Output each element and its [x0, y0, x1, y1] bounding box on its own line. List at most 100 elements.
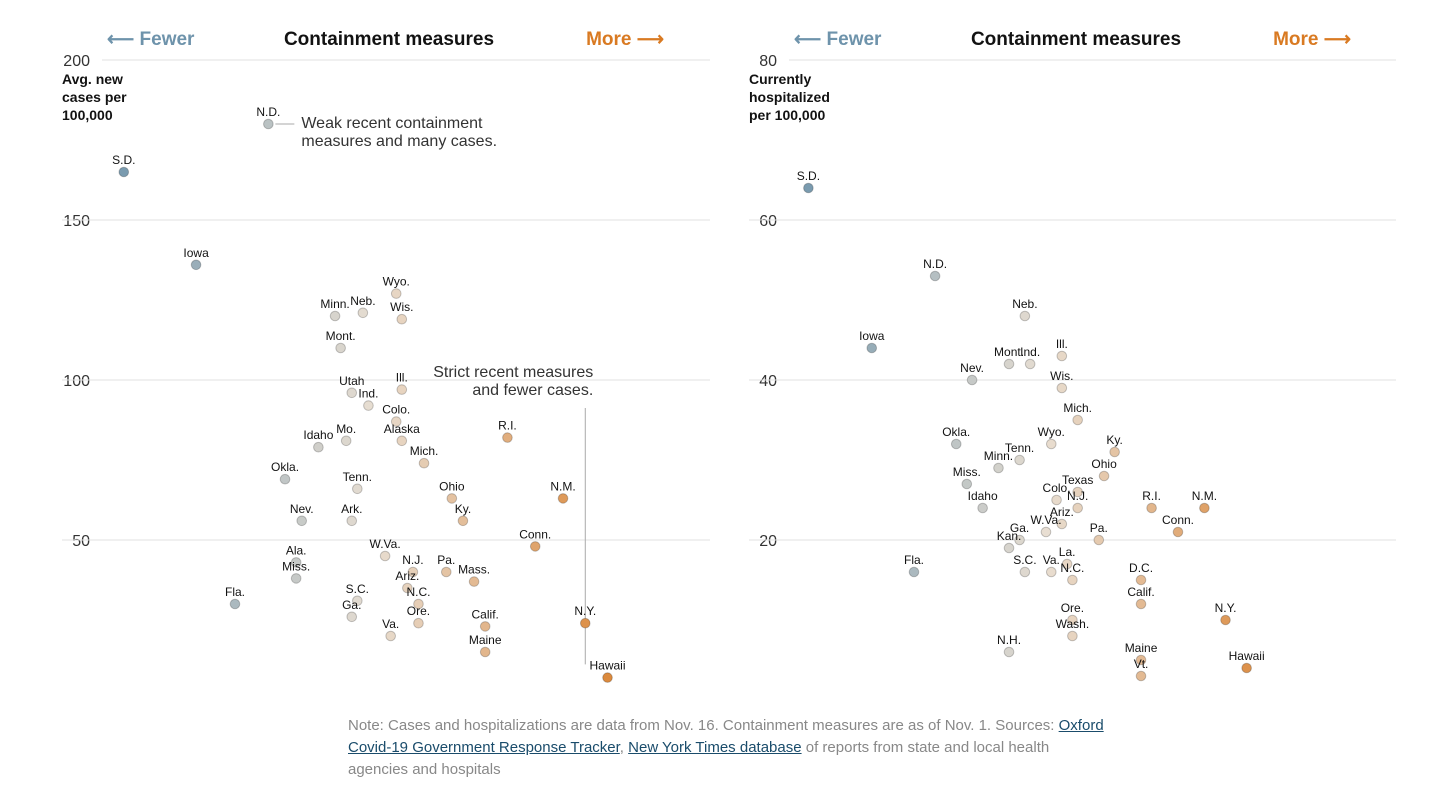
- scatter-point: [929, 270, 941, 282]
- scatter-point: [866, 342, 878, 354]
- point-label: Miss.: [953, 465, 981, 479]
- point-label: Texas: [1062, 473, 1093, 487]
- scatter-point: [1003, 358, 1015, 370]
- point-label: Wis.: [390, 300, 413, 314]
- note-suffix: of reports from state and local health a…: [348, 739, 1050, 778]
- scatter-point: [1135, 654, 1147, 666]
- point-label: Maine: [469, 633, 502, 647]
- point-label: Kan.: [997, 529, 1022, 543]
- point-label: Pa.: [1090, 521, 1108, 535]
- point-label: Neb.: [1012, 297, 1037, 311]
- point-label: Nev.: [960, 361, 984, 375]
- annotation-text: measures and many cases.: [301, 133, 497, 150]
- y-tick-label: 150: [63, 213, 90, 230]
- scatter-point: [1056, 518, 1068, 530]
- scatter-point: [357, 307, 369, 319]
- y-tick-label: 80: [759, 53, 777, 70]
- scatter-point: [468, 576, 480, 587]
- annotation-text: Weak recent containment: [301, 115, 483, 132]
- y-axis-label: 100,000: [62, 107, 113, 123]
- scatter-point: [1003, 646, 1015, 658]
- scatter-point: [190, 259, 202, 271]
- scatter-point: [950, 438, 962, 450]
- scatter-point: [407, 566, 419, 578]
- scatter-point: [1146, 502, 1157, 514]
- scatter-point: [396, 313, 408, 325]
- scatter-point: [1014, 454, 1025, 466]
- scatter-point: [1072, 486, 1083, 498]
- scatter-point: [396, 384, 408, 395]
- point-label: W.Va.: [1030, 513, 1061, 527]
- point-label: Tenn.: [343, 470, 372, 484]
- scatter-point: [1072, 502, 1083, 514]
- scatter-point: [1045, 438, 1057, 450]
- scatter-point: [966, 374, 978, 386]
- point-label: Iowa: [859, 329, 885, 343]
- annotation-text: Strict recent measures: [433, 364, 593, 381]
- scatter-point: [1003, 542, 1015, 554]
- chart-title: Containment measures: [284, 29, 494, 50]
- point-label: Fla.: [904, 553, 924, 567]
- scatter-point: [346, 611, 358, 623]
- scatter-point: [1024, 358, 1036, 370]
- point-label: Wash.: [1056, 617, 1090, 631]
- point-label: N.M.: [550, 479, 575, 493]
- point-label: Fla.: [225, 585, 245, 599]
- scatter-point: [977, 502, 988, 514]
- point-label: Vt.: [1134, 657, 1149, 671]
- note-prefix: Note: Cases and hospitalizations are dat…: [348, 717, 1055, 734]
- point-label: N.D.: [256, 105, 280, 119]
- nyt-database-link[interactable]: New York Times database: [628, 739, 802, 756]
- scatter-point: [502, 432, 513, 443]
- scatter-point: [961, 478, 973, 490]
- y-axis-label: Avg. new: [62, 71, 123, 87]
- point-label: Colo.: [382, 403, 410, 417]
- point-label: Wis.: [1050, 369, 1073, 383]
- scatter-point: [908, 566, 920, 578]
- scatter-point: [1051, 494, 1062, 506]
- scatter-point: [290, 557, 302, 568]
- point-label: Wyo.: [1038, 425, 1065, 439]
- scatter-point: [335, 342, 346, 354]
- point-label: Ga.: [1010, 521, 1029, 535]
- scatter-point: [1056, 382, 1068, 394]
- point-label: Okla.: [271, 460, 299, 474]
- point-label: Idaho: [303, 428, 333, 442]
- point-label: Alaska: [384, 422, 420, 436]
- point-label: Ark.: [341, 502, 362, 516]
- point-label: Miss.: [282, 559, 310, 573]
- scatter-point: [1019, 310, 1031, 322]
- point-label: N.C.: [406, 585, 430, 599]
- scatter-point: [1135, 574, 1147, 586]
- scatter-point: [296, 515, 308, 527]
- point-label: Ariz.: [395, 569, 419, 583]
- point-label: Pa.: [437, 553, 455, 567]
- y-tick-label: 40: [759, 373, 777, 390]
- point-label: Maine: [1125, 641, 1158, 655]
- scatter-point: [479, 646, 491, 658]
- point-label: R.I.: [1142, 489, 1161, 503]
- point-label: Va.: [1043, 553, 1060, 567]
- point-label: Ill.: [1056, 337, 1068, 351]
- point-label: Ohio: [439, 479, 465, 493]
- scatter-point: [446, 493, 458, 504]
- scatter-point: [118, 166, 130, 178]
- scatter-point: [418, 457, 430, 469]
- scatter-point: [1241, 662, 1252, 674]
- scatter-point: [413, 598, 424, 610]
- point-label: Utah: [339, 374, 364, 388]
- point-label: N.M.: [1192, 489, 1217, 503]
- point-label: Minn.: [320, 297, 349, 311]
- more-label: More ⟶: [1273, 29, 1351, 50]
- scatter-point: [1067, 630, 1078, 642]
- scatter-point: [803, 182, 814, 194]
- point-label: Mich.: [1063, 401, 1092, 415]
- oxford-tracker-link[interactable]: Oxford Covid-19 Government Response Trac…: [348, 717, 1104, 756]
- point-label: Mont.: [326, 329, 356, 343]
- scatter-point: [390, 288, 402, 299]
- scatter-point: [229, 598, 241, 610]
- scatter-point: [479, 621, 491, 632]
- point-label: S.D.: [797, 169, 820, 183]
